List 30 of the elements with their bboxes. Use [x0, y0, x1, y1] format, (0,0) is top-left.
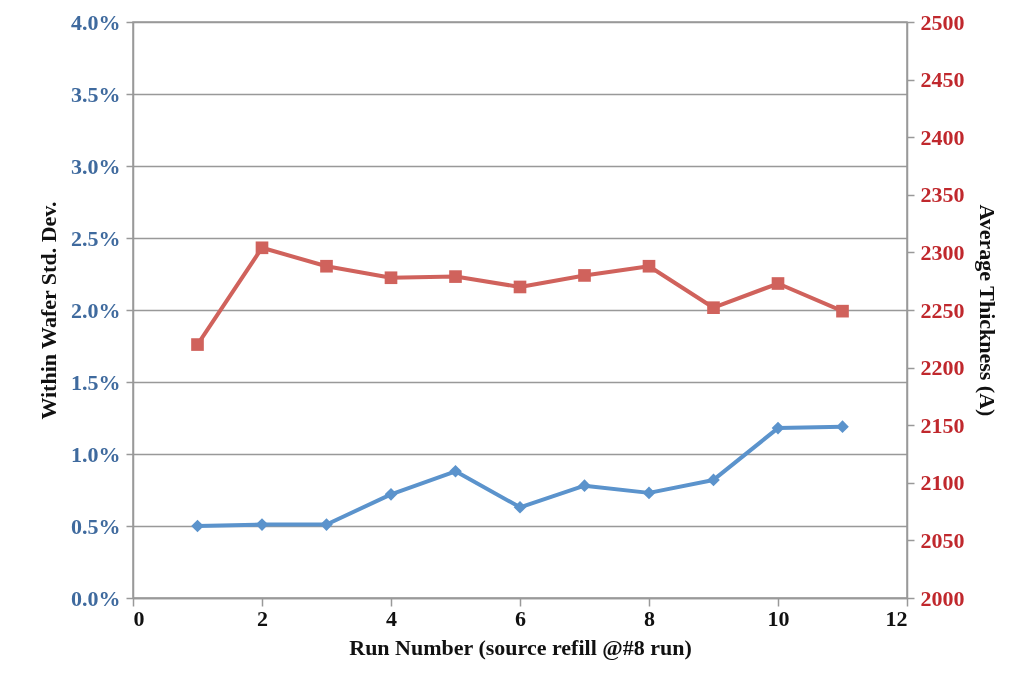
x-tick-label: 0 — [133, 605, 145, 631]
x-axis-title: Run Number (source refill @#8 run) — [349, 634, 692, 660]
y2-axis-title: Average Thickness (A) — [974, 204, 1000, 417]
y-tick-label: 1.5% — [71, 369, 121, 395]
y2-tick-label: 2050 — [920, 527, 965, 553]
y-tick-label: 1.0% — [71, 441, 121, 467]
y2-tick-label: 2500 — [920, 9, 965, 35]
x-tick-label: 4 — [386, 605, 397, 631]
y2-tick-label: 2400 — [920, 124, 965, 150]
y-tick-label: 2.0% — [71, 297, 121, 323]
y-tick-label: 0.0% — [71, 585, 121, 611]
x-tick-label: 10 — [767, 605, 790, 631]
y-tick-label: 3.0% — [71, 153, 121, 179]
y-tick-label: 4.0% — [71, 9, 121, 35]
y-tick-label: 2.5% — [71, 225, 121, 251]
x-tick-label: 6 — [515, 605, 526, 631]
y2-tick-label: 2100 — [920, 470, 965, 496]
x-tick-label: 8 — [644, 605, 655, 631]
x-tick-label: 2 — [257, 605, 268, 631]
y2-tick-label: 2350 — [920, 182, 965, 208]
y-tick-label: 0.5% — [71, 513, 121, 539]
y2-tick-label: 2250 — [920, 297, 965, 323]
y-tick-label: 3.5% — [71, 81, 121, 107]
y2-tick-label: 2200 — [920, 355, 965, 381]
y2-tick-label: 2000 — [920, 585, 965, 611]
y2-tick-label: 2300 — [920, 239, 965, 265]
y2-tick-label: 2150 — [920, 412, 965, 438]
y2-tick-label: 2450 — [920, 67, 965, 93]
x-tick-label: 12 — [885, 605, 908, 631]
y-axis-title: Within Wafer Std. Dev. — [36, 201, 61, 420]
